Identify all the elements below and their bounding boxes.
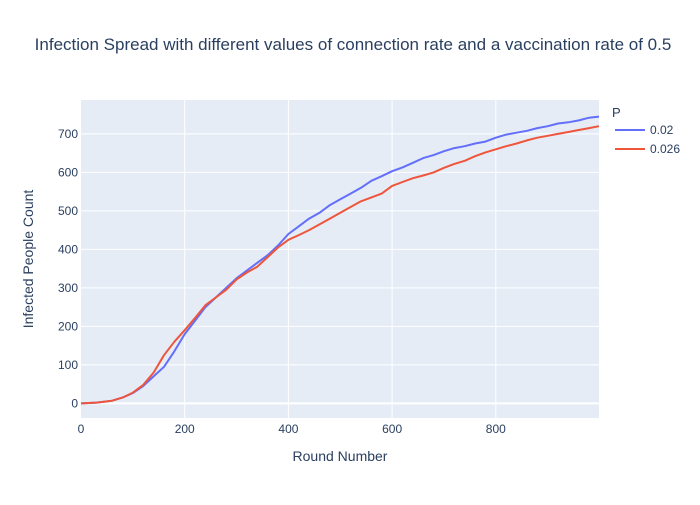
x-tick-labels: 0 200 400 600 800 bbox=[78, 422, 506, 436]
y-tick-label: 0 bbox=[71, 396, 78, 410]
x-tick-label: 200 bbox=[175, 422, 195, 436]
y-tick-label: 700 bbox=[58, 127, 78, 141]
legend-item[interactable]: 0.02 bbox=[615, 123, 674, 137]
series-line-0-02 bbox=[80, 115, 600, 405]
y-axis-label: Infected People Count bbox=[20, 190, 36, 329]
y-tick-label: 400 bbox=[58, 242, 78, 256]
x-tick-label: 600 bbox=[382, 422, 402, 436]
y-tick-label: 200 bbox=[58, 319, 78, 333]
series-line-0-026 bbox=[80, 125, 600, 405]
y-tick-labels: 0 100 200 300 400 500 600 700 bbox=[58, 127, 78, 410]
legend-label: 0.02 bbox=[650, 123, 674, 137]
x-tick-label: 400 bbox=[278, 422, 298, 436]
chart-title: Infection Spread with different values o… bbox=[35, 35, 672, 54]
y-tick-label: 600 bbox=[58, 165, 78, 179]
x-axis-label: Round Number bbox=[293, 448, 388, 464]
legend[interactable]: P 0.02 0.026 bbox=[612, 105, 680, 156]
legend-title: P bbox=[612, 105, 621, 120]
y-tick-label: 100 bbox=[58, 358, 78, 372]
plot-area bbox=[81, 100, 599, 418]
legend-item[interactable]: 0.026 bbox=[615, 142, 680, 156]
legend-label: 0.026 bbox=[650, 142, 680, 156]
y-tick-label: 500 bbox=[58, 204, 78, 218]
x-tick-label: 800 bbox=[486, 422, 506, 436]
x-tick-label: 0 bbox=[78, 422, 85, 436]
series-lines bbox=[80, 115, 600, 405]
y-tick-label: 300 bbox=[58, 281, 78, 295]
y-gridlines bbox=[81, 133, 599, 405]
